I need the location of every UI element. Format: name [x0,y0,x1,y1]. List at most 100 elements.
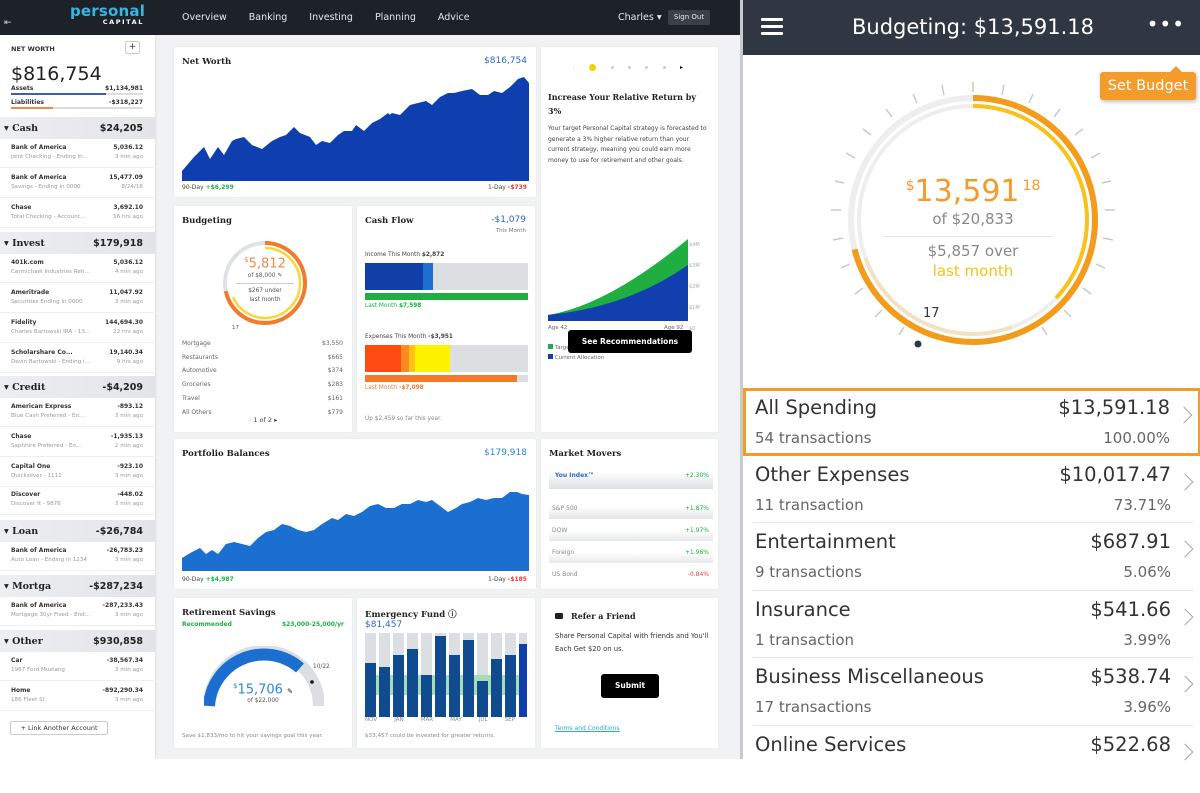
more-options-icon[interactable]: ••• [1147,12,1185,36]
group-other[interactable]: ▾ Other$930,858 [0,630,155,652]
net-worth-card[interactable]: Net Worth $816,754 90-Day +$6,299 1-Day … [174,47,536,197]
expense-last-bar [365,375,528,382]
portfolio-total: $179,918 [484,448,527,458]
allocation-area-chart[interactable] [548,235,688,321]
category-row[interactable]: Travel$161 [182,392,343,406]
portfolio-area-chart[interactable] [182,467,529,571]
accounts-sidebar: NET WORTH + $816,754 Assets$1,134,981 Li… [0,35,155,759]
carousel-dots: ‹ ▸ [573,64,683,71]
group-cash[interactable]: ▾ Cash$24,205 [0,117,155,139]
category-row[interactable]: Restaurants$665 [182,351,343,365]
edit-pencil-icon[interactable]: ✎ [277,273,282,279]
liabilities-row[interactable]: Liabilities-$318,227 [11,99,143,106]
retirement-goal: of $22,000 [218,698,308,704]
next-page-icon[interactable]: ▸ [274,416,277,424]
market-row-dow[interactable]: DOW+1.97% [549,519,713,541]
emergency-fund-bar-chart[interactable] [365,633,527,717]
lightbulb-icon[interactable] [589,64,596,71]
group-credit[interactable]: ▾ Credit-$4,209 [0,376,155,398]
card-title: Budgeting [182,216,232,226]
nav-advice[interactable]: Advice [438,12,470,23]
emergency-fund-value: $81,457 [365,620,402,630]
category-row[interactable]: Groceries$283 [182,378,343,392]
expense-label: Expenses This Month -$3,951 [365,334,453,340]
cash-flow-card[interactable]: Cash Flow -$1,079 This Month Income This… [357,206,535,432]
market-row-us-bond[interactable]: US Bond-0.84% [549,563,713,585]
portfolio-1day: 1-Day -$185 [488,576,527,583]
next-arrow-icon[interactable]: ▸ [680,64,683,71]
assets-row[interactable]: Assets$1,134,981 [11,85,143,92]
link-another-account-button[interactable]: + Link Another Account [10,721,108,735]
carousel-dot[interactable] [663,66,666,69]
emergency-fund-footer: $33,457 could be invested for greater re… [365,733,495,739]
collapse-sidebar-icon[interactable]: ⇤ [4,18,12,28]
nav-investing[interactable]: Investing [309,12,353,23]
expense-bar[interactable] [365,345,528,372]
liabilities-bar [11,107,53,109]
refer-friend-card[interactable]: Refer a Friend Share Personal Capital wi… [541,598,718,748]
retirement-savings-card[interactable]: Retirement Savings Recommended $23,000-2… [174,598,352,748]
see-recommendations-button[interactable]: See Recommendations [568,330,692,353]
logo[interactable]: personal CAPITAL [70,4,144,27]
market-row-sp500[interactable]: S&P 500+1.87% [549,497,713,519]
market-row-you-index[interactable]: You Index™+2.30% [549,467,713,489]
group-invest[interactable]: ▾ Invest$179,918 [0,232,155,254]
sign-out-button[interactable]: Sign Out [668,10,710,25]
nav-overview[interactable]: Overview [182,12,227,23]
user-menu[interactable]: Charles ▾ [618,12,662,23]
nav-banking[interactable]: Banking [249,12,288,23]
expense-last-label: Last Month -$7,098 [365,385,424,391]
assets-bar-track [106,93,143,95]
add-account-button[interactable]: + [125,41,140,54]
group-mortgage[interactable]: ▾ Mortga-$287,234 [0,575,155,597]
recommendation-card[interactable]: ‹ ▸ Increase Your Relative Return by 3% … [541,47,718,432]
cash-flow-period: This Month [496,228,526,234]
nav-planning[interactable]: Planning [375,12,416,23]
carousel-dot[interactable] [645,66,648,69]
income-bar[interactable] [365,263,528,290]
gauge-day-marker: 17 [923,306,940,321]
category-row-business-misc[interactable]: Business Miscellaneous$538.74 17 transac… [753,658,1193,726]
liabilities-bar-track [53,107,143,109]
prev-arrow-icon[interactable]: ‹ [573,65,575,71]
carousel-dot[interactable] [611,66,614,69]
mobile-header: Budgeting: $13,591.18 ••• [743,0,1200,55]
carousel-dot[interactable] [628,66,631,69]
retirement-date: 10/22 [313,664,330,670]
terms-link[interactable]: Terms and Conditions [555,725,620,732]
card-title: Market Movers [549,449,621,459]
category-row[interactable]: Mortgage$3,550 [182,337,343,351]
recommendation-body: Your target Personal Capital strategy is… [548,124,710,166]
category-row[interactable]: Automotive$374 [182,364,343,378]
category-row-online-services[interactable]: Online Services$522.68 [753,726,1193,793]
x-start-label: Age 42 [548,325,567,331]
market-movers-card[interactable]: Market Movers You Index™+2.30% S&P 500+1… [541,439,718,589]
submit-button[interactable]: Submit [601,674,659,698]
portfolio-balances-card[interactable]: Portfolio Balances $179,918 90-Day +$4,9… [174,439,536,589]
group-loan[interactable]: ▾ Loan-$26,784 [0,520,155,542]
edit-pencil-icon[interactable]: ✎ [287,687,293,695]
market-row-foreign[interactable]: Foreign+1.96% [549,541,713,563]
